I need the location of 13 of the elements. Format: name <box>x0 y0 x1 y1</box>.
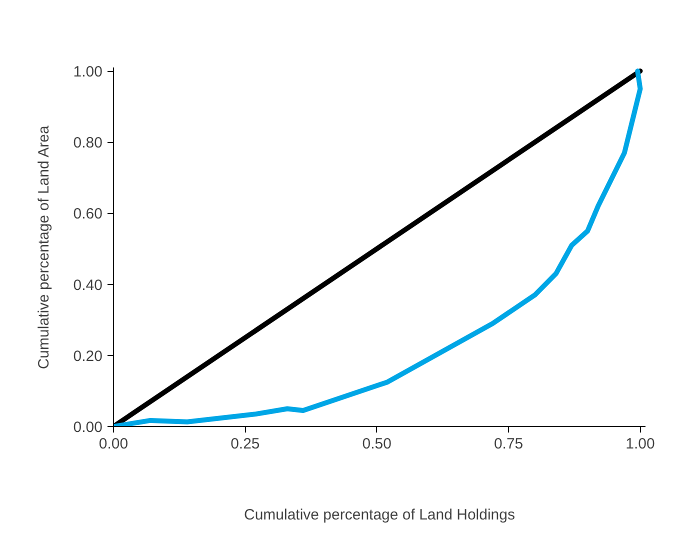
y-tick-label: 0.80 <box>73 134 103 152</box>
x-tick-label: 1.00 <box>626 436 655 452</box>
y-tick-label: 1.00 <box>73 64 103 81</box>
x-axis-title: Cumulative percentage of Land Holdings <box>244 506 516 524</box>
y-tick-label: 0.40 <box>73 276 103 294</box>
y-tick-label: 0.60 <box>73 206 103 223</box>
x-tick-label: 0.50 <box>362 436 392 452</box>
y-axis-title: Cumulative percentage of Land Area <box>35 125 52 370</box>
x-tick-label: 0.00 <box>98 436 128 452</box>
x-tick-label: 0.75 <box>494 436 524 452</box>
y-tick-label: 0.20 <box>73 348 103 365</box>
x-tick-label: 0.25 <box>230 436 260 452</box>
y-tick-label: 0.00 <box>73 419 103 436</box>
